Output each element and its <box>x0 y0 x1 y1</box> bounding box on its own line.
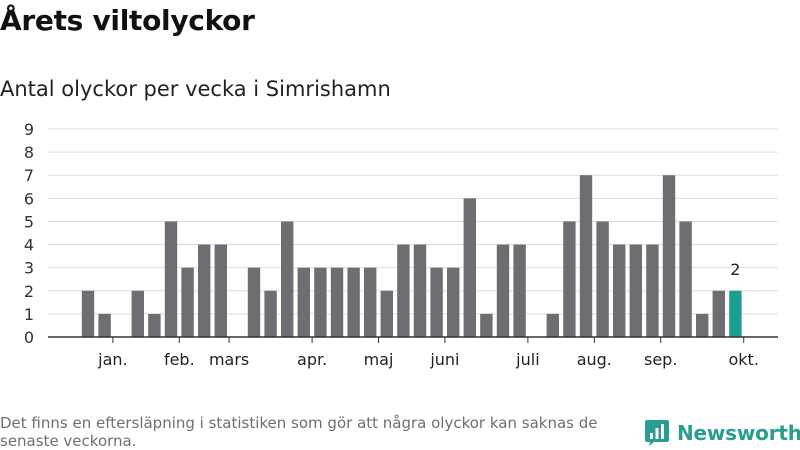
x-tick-label: juli <box>515 350 539 369</box>
bar <box>314 267 327 337</box>
bar <box>513 244 526 337</box>
bar <box>546 313 559 337</box>
x-tick-label: aug. <box>577 350 612 369</box>
bar <box>181 267 194 337</box>
x-tick-label: sep. <box>644 350 677 369</box>
bar <box>496 244 510 337</box>
bar <box>214 244 227 337</box>
bar-chart: 0 1 2 3 4 5 6 7 8 9 2 jan. feb. mars apr. maj juni juli au… <box>24 120 778 369</box>
bar <box>281 221 294 337</box>
y-tick-label: 4 <box>24 236 34 255</box>
chart-title: Årets viltolyckor <box>0 4 255 37</box>
bar <box>131 290 144 337</box>
bar <box>413 244 427 337</box>
bar-highlight <box>729 290 742 337</box>
newsworthy-logo-icon <box>645 420 669 446</box>
bar <box>264 290 277 337</box>
y-tick-label: 3 <box>24 259 34 278</box>
bar <box>98 313 111 337</box>
bar <box>397 244 410 337</box>
x-tick-label: okt. <box>728 350 758 369</box>
x-tick-label: juni <box>429 350 459 369</box>
footnote: Det finns en eftersläpning i statistiken… <box>0 414 598 450</box>
x-tick-label: feb. <box>164 350 195 369</box>
y-tick-label: 2 <box>24 282 34 301</box>
bar <box>679 221 692 337</box>
bar <box>297 267 310 337</box>
bar <box>696 313 709 337</box>
bar <box>613 244 626 337</box>
bar <box>364 267 377 337</box>
y-tick-label: 6 <box>24 189 34 208</box>
x-tick-label: maj <box>364 350 394 369</box>
bar <box>463 198 476 337</box>
bar <box>164 221 178 337</box>
y-tick-label: 1 <box>24 305 34 324</box>
bar <box>330 267 344 337</box>
bar <box>646 244 659 337</box>
bar <box>430 267 443 337</box>
bar <box>712 290 725 337</box>
y-tick-label: 5 <box>24 212 34 231</box>
bar <box>198 244 211 337</box>
data-label: 2 <box>730 260 740 279</box>
bar <box>81 290 95 337</box>
bar <box>148 313 161 337</box>
bar <box>629 244 642 337</box>
bar <box>447 267 460 337</box>
bar <box>563 221 576 337</box>
x-tick-label: jan. <box>97 350 127 369</box>
x-tick-label: apr. <box>297 350 327 369</box>
y-tick-label: 8 <box>24 143 34 162</box>
bar <box>347 267 360 337</box>
y-tick-label: 7 <box>24 166 34 185</box>
chart-subtitle: Antal olyckor per vecka i Simrishamn <box>0 77 391 101</box>
y-tick-label: 0 <box>24 328 34 347</box>
brand[interactable]: Newsworthy <box>645 420 800 446</box>
y-tick-label: 9 <box>24 120 34 139</box>
brand-name: Newsworthy <box>677 421 800 445</box>
bar <box>480 313 493 337</box>
bar <box>247 267 261 337</box>
bar <box>596 221 609 337</box>
bar <box>380 290 393 337</box>
bar <box>579 175 593 337</box>
x-tick-label: mars <box>209 350 249 369</box>
bar <box>662 175 676 337</box>
